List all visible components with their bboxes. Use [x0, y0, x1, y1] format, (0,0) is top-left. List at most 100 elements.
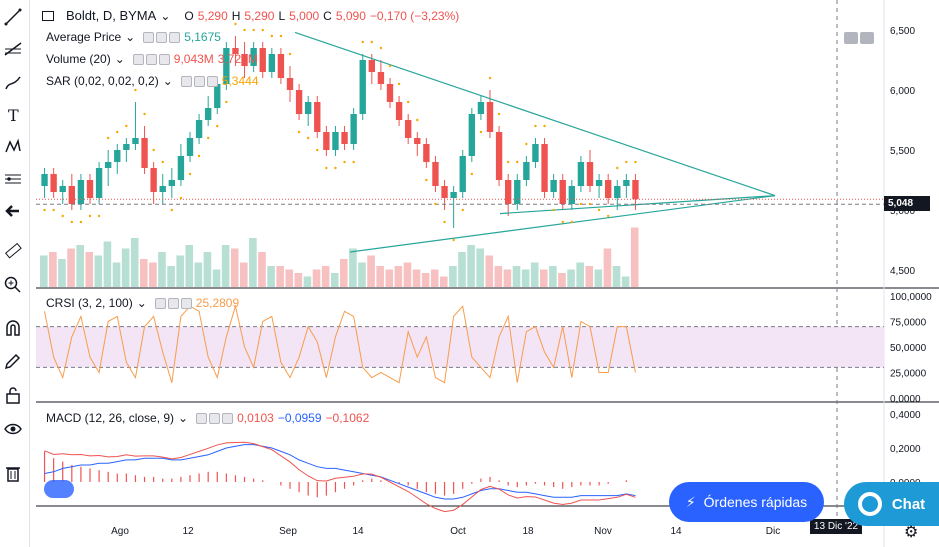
volume-bar [349, 248, 357, 287]
candle-body [441, 186, 448, 198]
volume-bar [212, 269, 221, 287]
legend-controls[interactable] [196, 412, 234, 424]
volume-bar [358, 262, 366, 287]
candle-body [223, 48, 230, 84]
pencil-lock-icon[interactable] [0, 350, 26, 372]
volume-bar [230, 248, 239, 287]
sar-dot [143, 112, 146, 116]
sar-dot [61, 214, 64, 218]
sar-name[interactable]: SAR (0,02, 0,02, 0,2) [46, 74, 159, 88]
sar-dot [416, 118, 419, 122]
magnet-icon[interactable] [0, 318, 26, 340]
chevron-down-icon[interactable]: ⌄ [178, 411, 189, 425]
x-tick-label: 14 [352, 526, 364, 537]
candle-body [95, 168, 103, 198]
chevron-down-icon[interactable]: ⌄ [125, 30, 136, 44]
settings-gear-icon[interactable]: ⚙ [904, 524, 919, 541]
avg-price-name[interactable]: Average Price [46, 30, 122, 44]
volume-bar [340, 259, 348, 287]
open-label: O [184, 8, 194, 23]
cloud-logo-icon[interactable] [44, 480, 74, 498]
price-tick-label: 5,000 [890, 206, 915, 217]
lock-icon[interactable] [0, 384, 26, 406]
price-tick-label: 5,500 [890, 146, 915, 157]
candle-body [541, 144, 548, 192]
sar-dot [52, 208, 55, 212]
sar-dot [306, 136, 310, 140]
scale-controls[interactable] [844, 32, 874, 44]
chat-button[interactable]: Chat [844, 482, 939, 526]
sar-dot [552, 208, 555, 212]
pattern-icon[interactable] [0, 136, 26, 158]
candle-body [314, 102, 321, 132]
candle-body [459, 156, 466, 192]
sar-dot [561, 220, 564, 224]
sar-dot [606, 214, 610, 218]
sar-dot [425, 178, 428, 182]
candle-body [332, 132, 339, 150]
volume-bar [440, 276, 448, 287]
macd-name[interactable]: MACD (12, 26, close, 9) [46, 411, 175, 425]
back-arrow-icon[interactable] [0, 200, 26, 222]
chevron-down-icon[interactable]: ⌄ [162, 74, 173, 88]
sar-dot [534, 124, 537, 128]
crsi-line [44, 304, 636, 384]
sar-dot [370, 40, 374, 44]
text-icon[interactable]: T [0, 104, 26, 126]
ruler-icon[interactable] [0, 240, 26, 262]
eye-icon[interactable] [0, 418, 26, 440]
volume-bar [458, 252, 466, 287]
trendline-inner [499, 195, 776, 215]
candle-body [277, 54, 285, 78]
legend-controls[interactable] [154, 297, 192, 309]
candle-body [114, 150, 121, 162]
sar-dot [79, 220, 83, 224]
volume-name[interactable]: Volume (20) [46, 52, 111, 66]
candle-body [432, 162, 439, 186]
chevron-down-icon[interactable]: ⌄ [114, 52, 125, 66]
candle-body [68, 186, 75, 204]
brush-icon[interactable] [0, 72, 26, 94]
legend-controls[interactable] [132, 53, 170, 65]
trash-icon[interactable] [0, 462, 26, 484]
volume-value-2: 3,723M [217, 52, 258, 66]
trend-line-icon[interactable] [0, 6, 26, 28]
volume-bar [203, 252, 212, 287]
sar-dot [188, 172, 192, 176]
chevron-down-icon[interactable]: ⌄ [136, 296, 147, 310]
zoom-in-icon[interactable] [0, 274, 26, 296]
legend-controls[interactable] [143, 31, 181, 43]
candle-body [295, 90, 303, 114]
candle-body [168, 180, 175, 186]
sar-dot [179, 196, 183, 200]
high-label: H [231, 8, 241, 23]
volume-bar [94, 255, 103, 287]
price-tick-label: 6,000 [890, 86, 915, 97]
legend-controls[interactable] [180, 75, 218, 87]
symbol-label[interactable]: Boldt, D, BYMA [66, 8, 157, 23]
sar-dot [452, 238, 455, 242]
change-value: −0,170 (−3,23%) [369, 8, 460, 23]
candle-body [550, 180, 557, 192]
quick-orders-button[interactable]: ⚡ Órdenes rápidas [669, 482, 824, 522]
volume-bar [567, 269, 575, 287]
candle-body [214, 84, 221, 108]
crsi-tick-label: 0,0000 [890, 394, 921, 405]
candle-body [359, 60, 366, 114]
volume-bar [276, 266, 284, 287]
sar-dot [88, 214, 92, 218]
forecast-icon[interactable] [0, 168, 26, 190]
candle-body [423, 144, 430, 162]
fib-icon[interactable] [0, 38, 26, 60]
sar-dot [279, 34, 283, 38]
crsi-name[interactable]: CRSI (3, 2, 100) [46, 296, 133, 310]
volume-bar [112, 262, 121, 287]
sar-dot [243, 28, 246, 32]
candle-body [259, 48, 266, 72]
chevron-down-icon[interactable]: ⌄ [160, 8, 171, 23]
volume-bar [40, 255, 48, 287]
candle-body [486, 102, 494, 132]
quick-orders-label: Órdenes rápidas [703, 494, 808, 510]
